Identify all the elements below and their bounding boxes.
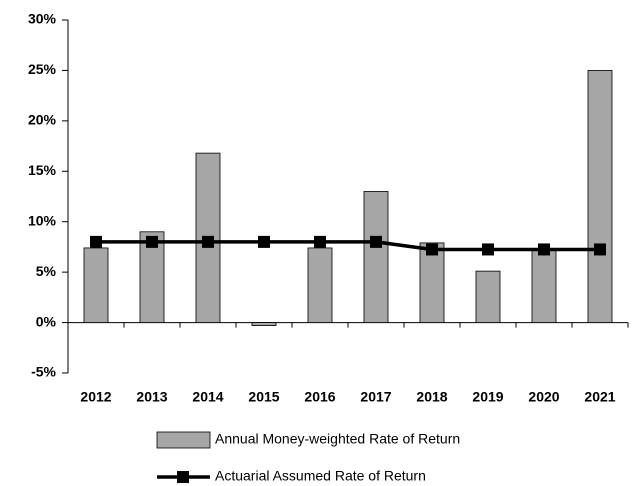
bar	[83, 247, 109, 323]
x-tick-label: 2018	[416, 389, 447, 405]
bar	[251, 322, 277, 326]
legend-label: Annual Money-weighted Rate of Return	[215, 431, 460, 447]
y-tick-label: 15%	[28, 162, 57, 178]
line-marker	[594, 243, 606, 256]
x-tick-label: 2021	[584, 389, 615, 405]
x-tick-label: 2019	[472, 389, 503, 405]
x-tick-label: 2013	[136, 389, 167, 405]
line-marker	[90, 235, 102, 248]
y-tick-label: 5%	[36, 263, 57, 279]
bar	[307, 247, 333, 323]
line-marker	[538, 243, 550, 256]
x-tick-label: 2016	[304, 389, 335, 405]
line-marker	[314, 235, 326, 248]
bar	[139, 231, 165, 323]
bar	[531, 249, 557, 323]
line-marker	[482, 243, 494, 256]
bar	[587, 70, 613, 323]
bar	[363, 191, 389, 323]
bar	[419, 242, 445, 323]
legend-swatch	[156, 431, 211, 449]
x-tick-label: 2015	[248, 389, 279, 405]
y-tick-label: 0%	[36, 313, 57, 329]
line-marker	[426, 243, 438, 256]
line-marker	[258, 235, 270, 248]
line-marker	[370, 235, 382, 248]
x-tick-label: 2020	[528, 389, 559, 405]
y-tick-label: 25%	[28, 61, 57, 77]
y-tick-label: 30%	[28, 11, 57, 27]
line-marker	[146, 235, 158, 248]
legend-label: Actuarial Assumed Rate of Return	[215, 468, 426, 484]
legend-marker	[177, 471, 189, 483]
x-tick-label: 2014	[192, 389, 223, 405]
bar	[475, 270, 501, 323]
line-marker	[202, 235, 214, 248]
x-tick-label: 2017	[360, 389, 391, 405]
y-tick-label: -5%	[31, 364, 56, 380]
y-tick-label: 20%	[28, 112, 57, 128]
line	[96, 240, 600, 252]
x-tick-label: 2012	[80, 389, 111, 405]
y-tick-label: 10%	[28, 212, 57, 228]
